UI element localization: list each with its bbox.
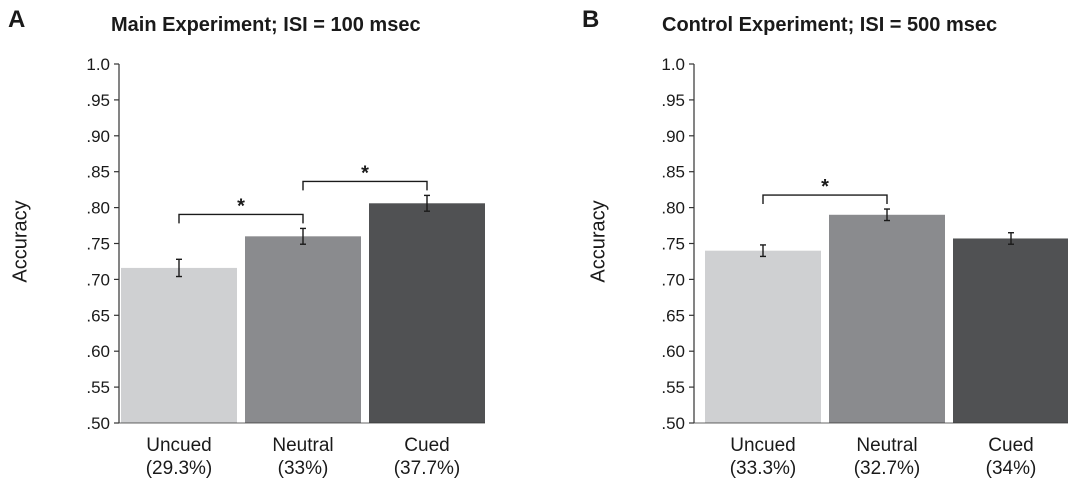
chart-title: Control Experiment; ISI = 500 msec	[662, 14, 998, 36]
chart-title: Main Experiment; ISI = 100 msec	[111, 14, 421, 36]
significance-bracket	[178, 213, 304, 224]
panel-a: A Main Experiment; ISI = 100 msec Accura…	[8, 6, 485, 479]
x-tick-label: Uncued	[730, 435, 796, 456]
panel-letter: A	[8, 6, 26, 33]
y-tick-label: .75	[661, 235, 685, 254]
x-tick-sublabel: (34%)	[986, 458, 1037, 479]
y-tick-label: .95	[661, 91, 685, 110]
panel-b: B Control Experiment; ISI = 500 msec Acc…	[534, 0, 1068, 486]
y-tick-label: .90	[86, 127, 110, 146]
y-tick-label: .80	[86, 199, 110, 218]
x-tick-label: Neutral	[272, 435, 333, 456]
significance-bracket	[302, 180, 428, 191]
significance-bracket	[762, 194, 888, 205]
x-tick-sublabel: (32.7%)	[854, 458, 921, 479]
bar-chart: 1.0.95.90.85.80.75.70.65.60.55.50Uncued(…	[661, 55, 1068, 479]
significance-star: *	[237, 195, 245, 217]
bar-uncued	[121, 267, 237, 423]
y-tick-label: 1.0	[661, 55, 685, 74]
x-tick-sublabel: (29.3%)	[146, 458, 213, 479]
y-tick-label: .75	[86, 235, 110, 254]
y-tick-label: 1.0	[86, 55, 110, 74]
x-tick-sublabel: (33.3%)	[730, 458, 797, 479]
y-tick-label: .85	[86, 163, 110, 182]
y-tick-label: .95	[86, 91, 110, 110]
y-tick-label: .90	[661, 127, 685, 146]
y-tick-label: .70	[86, 270, 110, 289]
y-tick-label: .60	[661, 342, 685, 361]
significance-star: *	[361, 162, 369, 184]
bar-cued	[953, 238, 1068, 423]
panel-letter: B	[582, 6, 600, 33]
bar-uncued	[705, 250, 821, 423]
bar-neutral	[829, 214, 945, 423]
x-tick-sublabel: (33%)	[278, 458, 329, 479]
y-tick-label: .65	[86, 306, 110, 325]
y-tick-label: .55	[86, 378, 110, 397]
y-tick-label: .85	[661, 163, 685, 182]
x-tick-label: Neutral	[856, 435, 917, 456]
bar-chart: 1.0.95.90.85.80.75.70.65.60.55.50Uncued(…	[86, 55, 485, 479]
y-tick-label: .50	[86, 414, 110, 433]
bar-neutral	[245, 236, 361, 423]
y-tick-label: .70	[661, 270, 685, 289]
y-tick-label: .50	[661, 414, 685, 433]
x-tick-label: Cued	[404, 435, 449, 456]
y-tick-label: .55	[661, 378, 685, 397]
y-tick-label: .60	[86, 342, 110, 361]
y-tick-label: .65	[661, 306, 685, 325]
x-tick-label: Uncued	[146, 435, 212, 456]
x-tick-label: Cued	[988, 435, 1033, 456]
x-tick-sublabel: (37.7%)	[394, 458, 461, 479]
bar-cued	[369, 203, 485, 423]
significance-star: *	[821, 176, 829, 198]
y-tick-label: .80	[661, 199, 685, 218]
